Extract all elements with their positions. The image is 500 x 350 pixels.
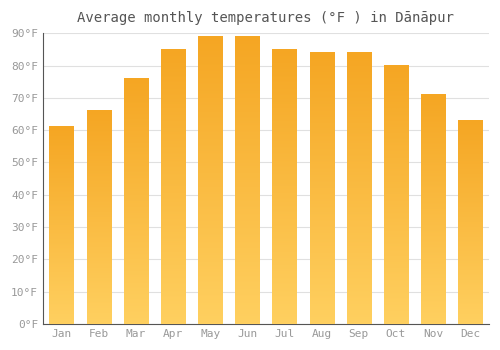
Title: Average monthly temperatures (°F ) in Dānāpur: Average monthly temperatures (°F ) in Dā…	[78, 11, 454, 25]
